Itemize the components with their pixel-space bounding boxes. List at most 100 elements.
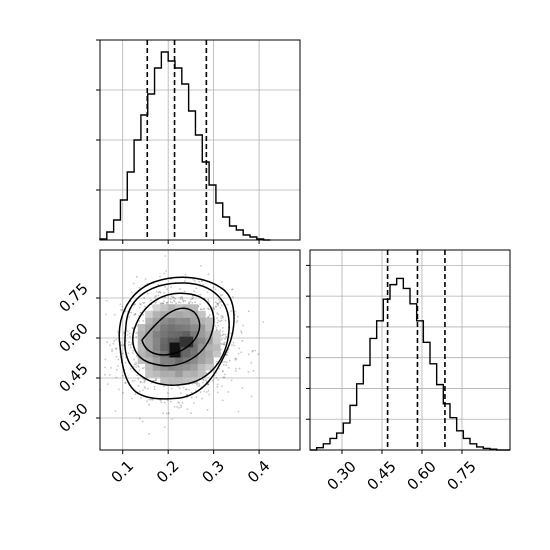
scatter-point	[111, 348, 113, 351]
scatter-point	[115, 355, 118, 358]
scatter-point	[218, 367, 220, 370]
scatter-point	[122, 391, 124, 394]
density-cell	[197, 357, 206, 365]
scatter-point	[154, 379, 157, 382]
scatter-point	[181, 401, 184, 404]
scatter-point	[189, 300, 192, 303]
scatter-point	[114, 410, 117, 413]
density-cell	[152, 330, 161, 338]
scatter-point	[169, 298, 172, 301]
scatter-point	[146, 292, 149, 295]
scatter-point	[216, 383, 219, 386]
scatter-point	[143, 297, 146, 300]
scatter-point	[178, 407, 180, 409]
hist-y-bin	[337, 433, 344, 450]
scatter-point	[160, 401, 163, 404]
density-cell	[197, 350, 206, 358]
scatter-point	[222, 343, 225, 346]
scatter-point	[221, 330, 224, 333]
density-cell	[197, 330, 206, 338]
scatter-point	[106, 383, 109, 386]
scatter-point	[208, 314, 211, 316]
scatter-point	[232, 295, 234, 298]
scatter-point	[205, 380, 208, 383]
density-cell	[205, 357, 214, 365]
scatter-point	[179, 404, 182, 407]
density-cell	[190, 357, 199, 365]
scatter-point	[150, 299, 153, 302]
scatter-point	[172, 296, 174, 299]
scatter-point	[121, 308, 124, 311]
scatter-point	[182, 300, 185, 303]
density-cell	[212, 330, 221, 338]
scatter-point	[182, 299, 185, 302]
scatter-point	[250, 395, 253, 398]
scatter-point	[140, 381, 142, 383]
scatter-point	[220, 319, 223, 322]
scatter-point	[157, 291, 160, 294]
scatter-point	[133, 379, 136, 382]
scatter-point	[162, 302, 165, 305]
scatter-point	[181, 297, 184, 300]
scatter-point	[206, 291, 209, 294]
scatter-point	[198, 384, 201, 387]
density-cell	[182, 350, 191, 358]
scatter-point	[135, 354, 138, 357]
scatter-point	[230, 379, 233, 382]
scatter-point	[250, 361, 253, 364]
scatter-point	[155, 294, 158, 297]
scatter-point	[127, 352, 130, 355]
scatter-point	[165, 412, 168, 415]
scatter-point	[234, 357, 237, 360]
density-cell	[212, 350, 221, 358]
density-cell	[145, 357, 154, 365]
density-peak-cell	[179, 336, 194, 348]
scatter-point	[223, 373, 226, 376]
scatter-point	[117, 358, 120, 361]
hist-y-step-line	[310, 277, 510, 451]
scatter-point	[185, 388, 187, 391]
scatter-point	[214, 301, 217, 304]
density-cell	[152, 317, 161, 325]
scatter-point	[226, 354, 229, 357]
density-cell	[175, 330, 184, 338]
scatter-point	[179, 296, 182, 299]
axes-frame	[99, 39, 301, 241]
scatter-point	[201, 397, 203, 400]
scatter-point	[166, 399, 169, 401]
scatter-point	[223, 343, 226, 346]
scatter-point	[148, 403, 150, 406]
scatter-point	[207, 298, 210, 301]
density-cell	[190, 324, 199, 332]
scatter-point	[108, 374, 111, 376]
hist-x-bin	[114, 220, 121, 240]
scatter-point	[115, 347, 118, 350]
density-cell	[145, 337, 154, 345]
density-cell	[145, 317, 154, 325]
scatter-point	[104, 313, 107, 316]
scatter-point	[191, 297, 194, 300]
scatter-point	[216, 385, 219, 388]
scatter-point	[178, 402, 181, 404]
scatter-point	[127, 330, 129, 333]
hist-y-bin	[430, 364, 437, 450]
scatter-point	[231, 288, 234, 291]
scatter-point	[144, 278, 147, 281]
scatter-point	[194, 301, 196, 304]
scatter-point	[238, 367, 241, 370]
scatter-point	[227, 348, 230, 351]
scatter-point	[175, 302, 177, 305]
scatter-point	[148, 398, 151, 401]
scatter-point	[129, 343, 132, 346]
scatter-point	[173, 300, 176, 303]
hist-y-bin	[363, 365, 370, 450]
hist-x-bin	[243, 235, 250, 240]
scatter-point	[165, 301, 168, 304]
scatter-point	[135, 332, 138, 335]
density-cell	[175, 370, 184, 378]
scatter-point	[135, 275, 138, 278]
hist-y-bin	[410, 304, 417, 450]
density-cell	[205, 363, 214, 371]
scatter-point	[180, 406, 183, 408]
density-cell	[152, 310, 161, 318]
